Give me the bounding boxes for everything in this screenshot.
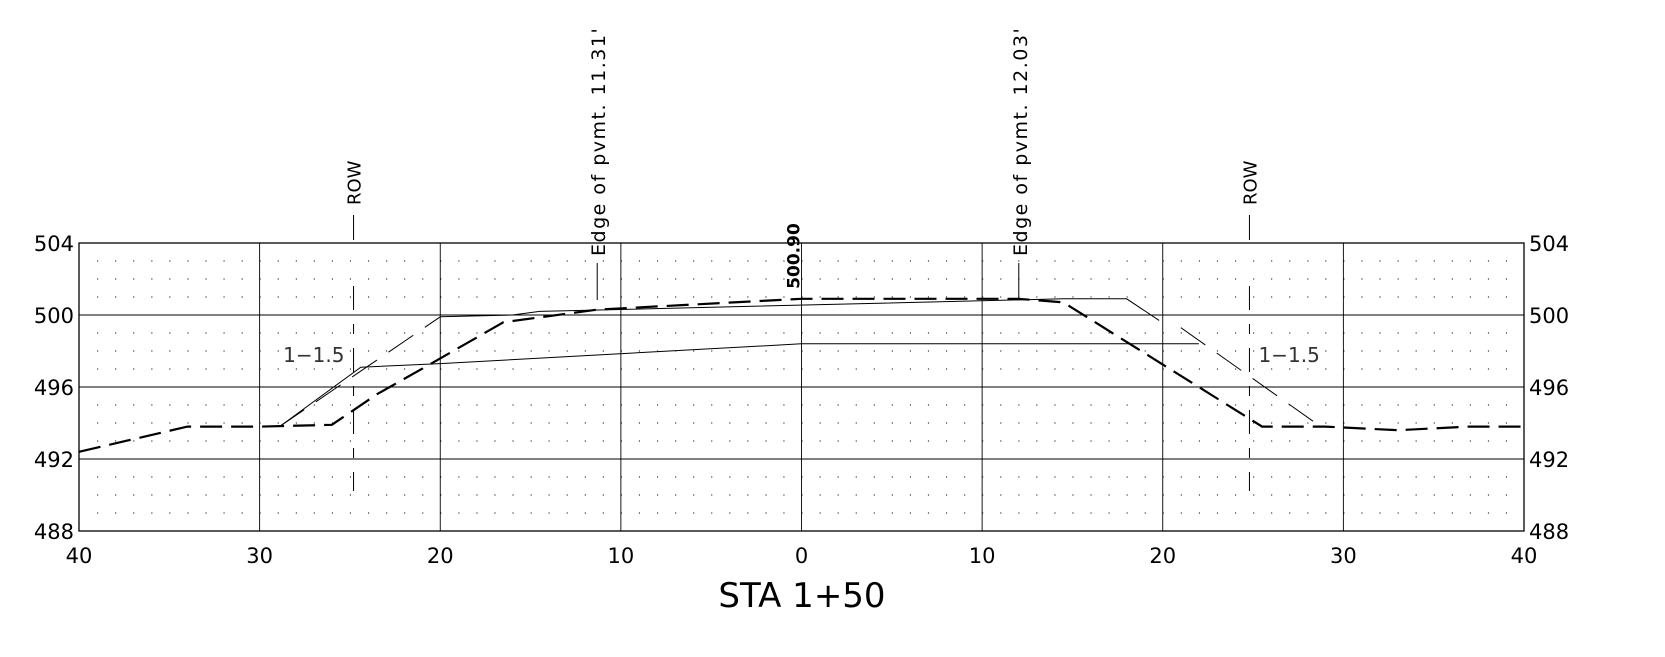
- y-tick-label-left: 492: [34, 448, 74, 472]
- y-tick-label-right: 492: [1529, 448, 1569, 472]
- x-tick-label: 40: [1511, 544, 1538, 568]
- existing-ground-line: [78, 297, 1524, 453]
- x-tick-label: 30: [1330, 544, 1357, 568]
- x-tick-label: 20: [427, 544, 454, 568]
- x-tick-label: 10: [969, 544, 996, 568]
- slope-indicator-line-right: [1180, 327, 1319, 426]
- edge-of-pavement-label: Edge of pvmt. 11.31': [588, 27, 610, 256]
- row-label: ROW: [345, 160, 366, 205]
- marker-layer: 1−1.5 1−1.5: [279, 316, 1322, 428]
- y-tick-label-left: 496: [34, 376, 74, 400]
- y-tick-label-right: 500: [1529, 304, 1569, 328]
- slope-indicator-line-left: [279, 316, 441, 428]
- y-tick-label-left: 504: [34, 232, 74, 256]
- y-tick-label-right: 496: [1529, 376, 1569, 400]
- row-label: ROW: [1240, 160, 1261, 205]
- x-tick-label: 0: [795, 544, 808, 568]
- annotations: ROW ROW Edge of pvmt. 11.31' Edge of pvmt. …: [345, 27, 1261, 491]
- proposed-section-line-1: [279, 343, 1199, 428]
- slope-label-left: 1−1.5: [283, 343, 344, 367]
- x-tick-label: 40: [66, 544, 93, 568]
- x-tick-label: 20: [1149, 544, 1176, 568]
- proposed-section-line-2: [440, 298, 1160, 321]
- elevation-label: 500.90: [785, 223, 805, 289]
- x-tick-label: 30: [246, 544, 273, 568]
- plot-frame: [78, 242, 1525, 532]
- y-tick-label-left: 500: [34, 304, 74, 328]
- series-layer: [78, 297, 1524, 453]
- slope-label-background: [281, 344, 346, 366]
- x-tick-label: 10: [608, 544, 635, 568]
- y-tick-label-right: 504: [1529, 232, 1569, 256]
- edge-of-pavement-label: Edge of pvmt. 12.03': [1010, 27, 1032, 256]
- station-title: STA 1+50: [718, 576, 885, 616]
- y-tick-label-left: 488: [34, 520, 74, 544]
- grid-dots: [97, 260, 1507, 514]
- y-tick-label-right: 488: [1529, 520, 1569, 544]
- dot-grid: [97, 260, 1507, 514]
- slope-label-background: [1257, 344, 1322, 366]
- grid-lines: [79, 243, 1524, 531]
- slope-label-right: 1−1.5: [1259, 343, 1320, 367]
